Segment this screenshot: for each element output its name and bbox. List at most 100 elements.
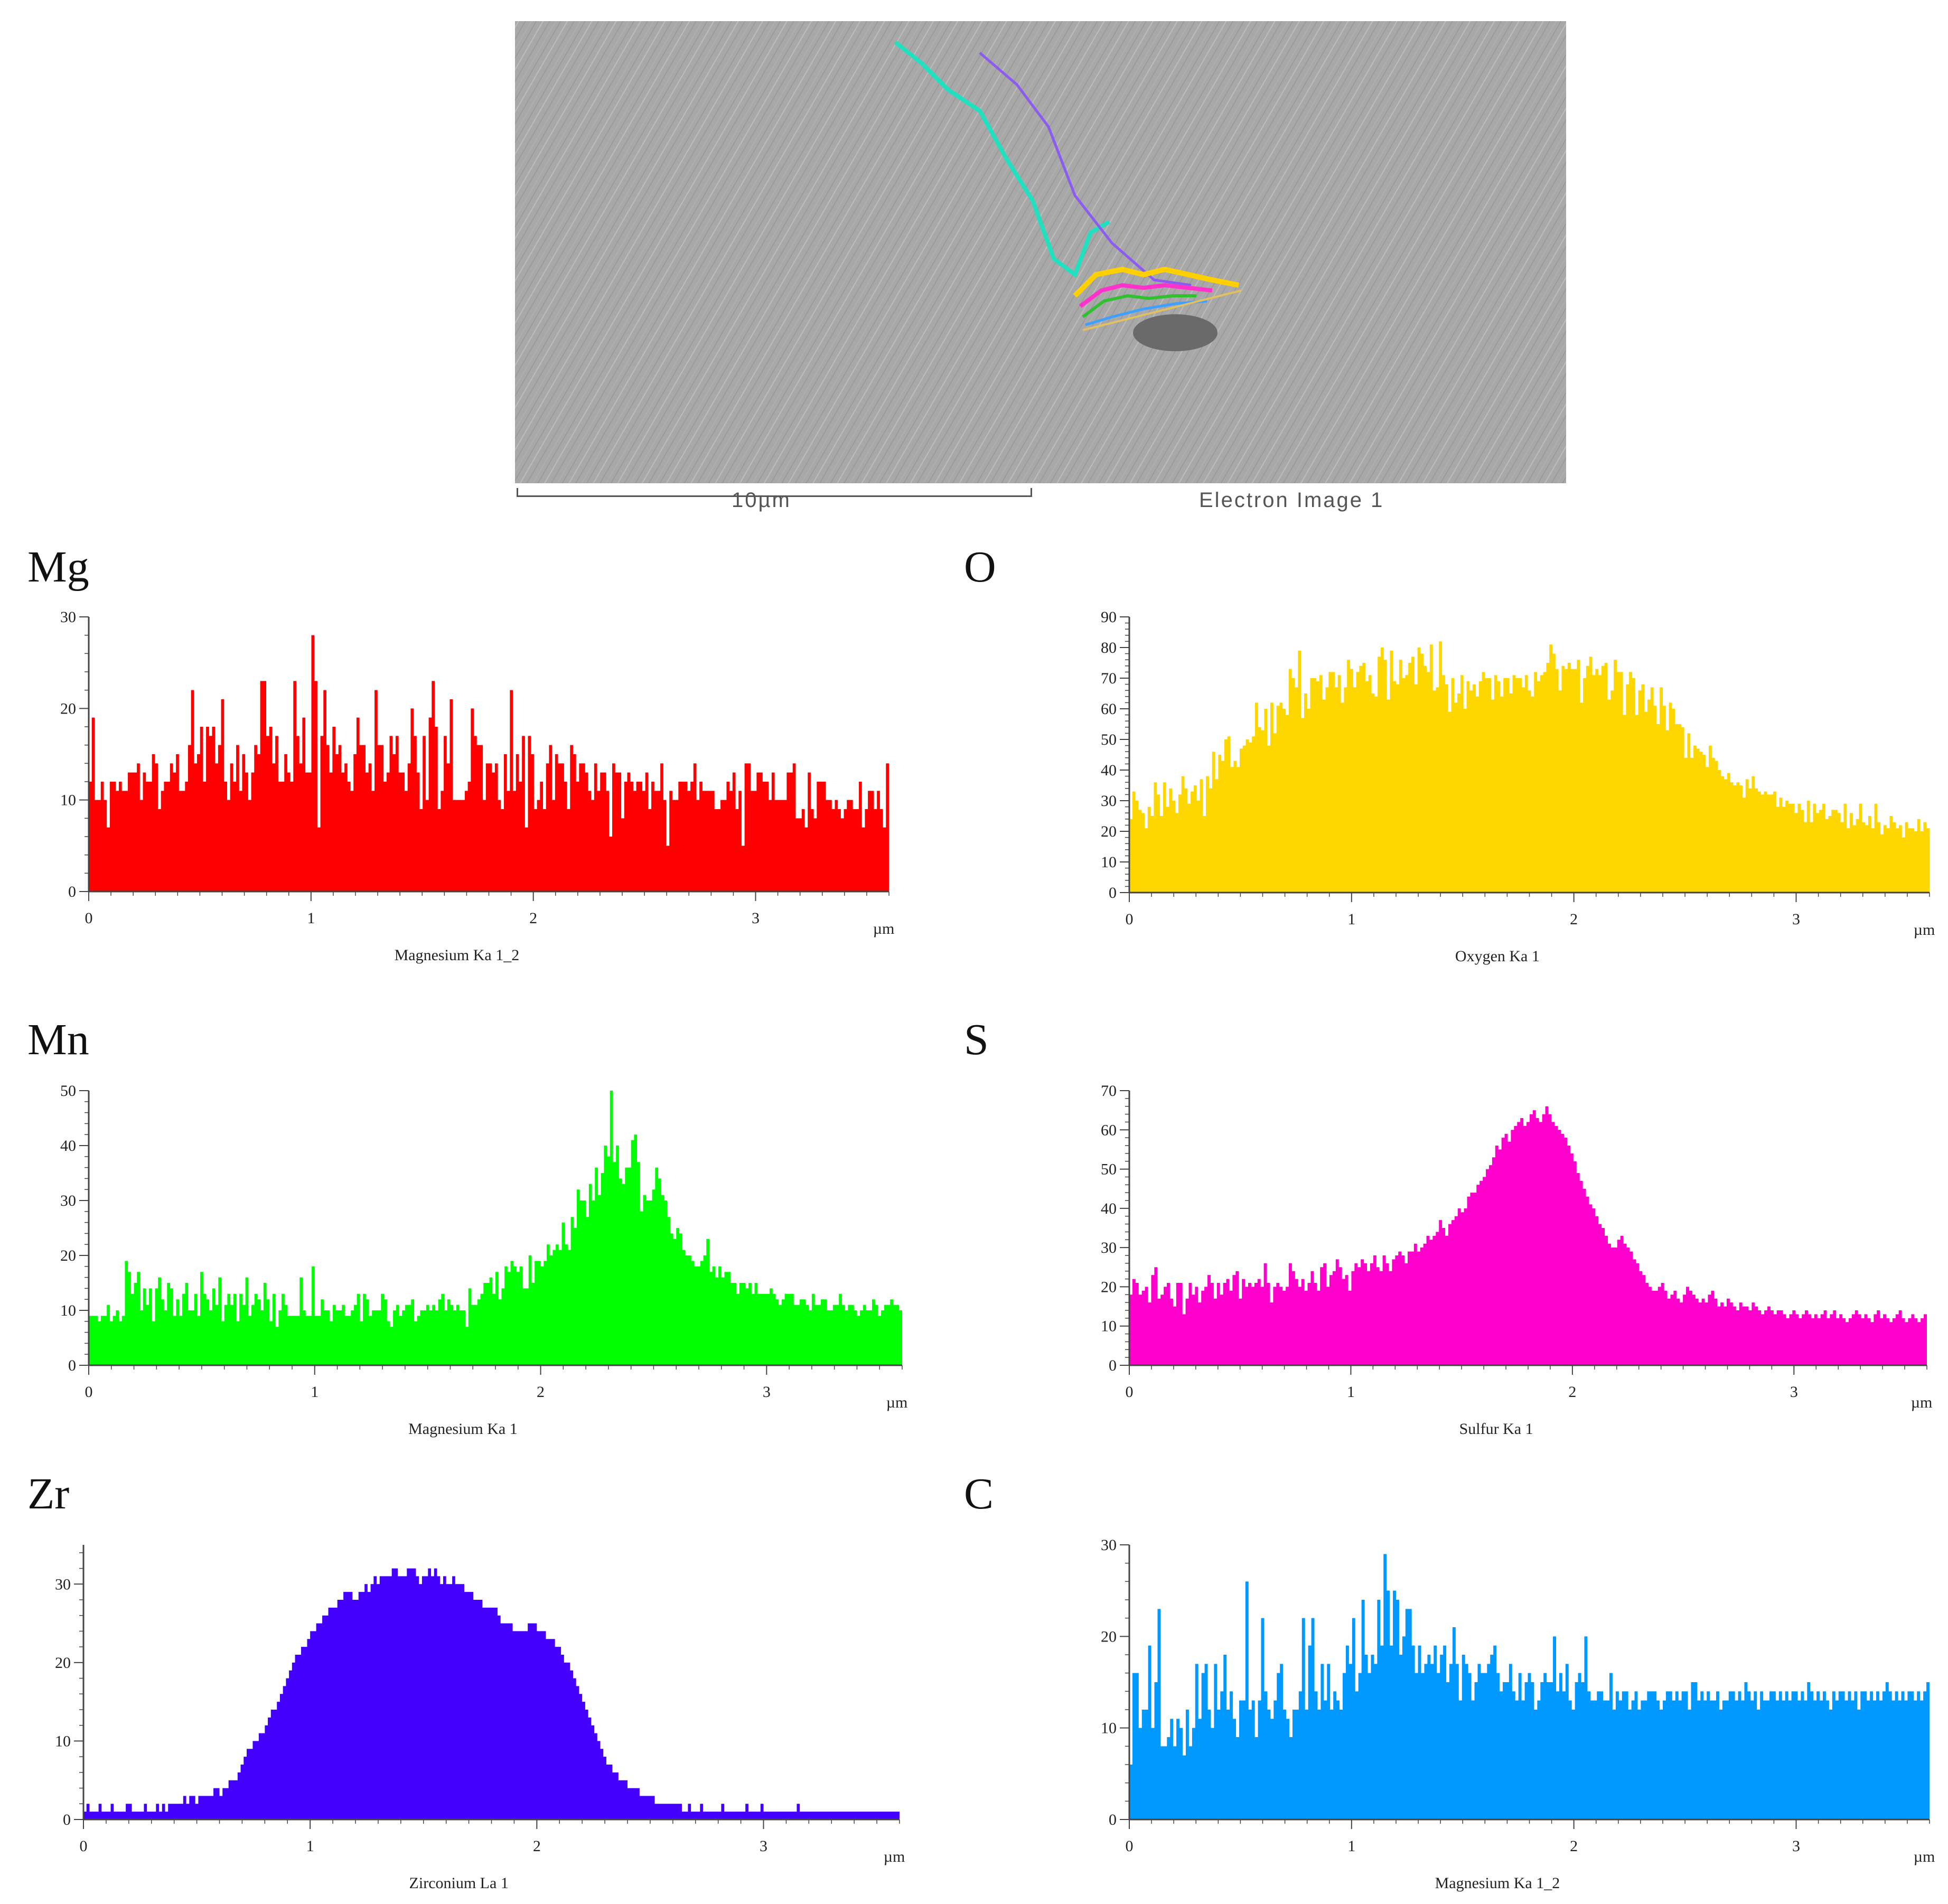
histogram-bar xyxy=(857,1812,860,1819)
histogram-bar xyxy=(1317,1291,1320,1365)
histogram-bar xyxy=(1780,798,1783,893)
histogram-bar xyxy=(1132,1673,1136,1819)
histogram-bar xyxy=(1714,1299,1717,1365)
histogram-bar xyxy=(604,1146,607,1365)
histogram-bar xyxy=(1412,1646,1415,1819)
histogram-bar xyxy=(691,1812,694,1819)
histogram-bar xyxy=(1154,782,1157,893)
histogram-bar xyxy=(811,809,814,892)
histogram-bar xyxy=(1258,1279,1261,1365)
histogram-bar xyxy=(1258,1701,1261,1819)
histogram-bar xyxy=(534,809,537,892)
histogram-bar xyxy=(631,1788,634,1819)
series-title: Zirconium La 1 xyxy=(409,1874,509,1892)
histogram-bar xyxy=(345,1316,348,1365)
histogram-bar xyxy=(1702,1299,1705,1365)
histogram-bar xyxy=(311,635,314,892)
histogram-bar xyxy=(694,1812,697,1819)
histogram-bar xyxy=(301,1647,304,1819)
histogram-bar xyxy=(1660,1710,1663,1819)
histogram-bar xyxy=(125,1261,128,1365)
y-tick-label: 10 xyxy=(60,1302,76,1319)
x-tick-label: 1 xyxy=(306,1837,314,1855)
histogram-bar xyxy=(1296,1710,1299,1819)
histogram-bar xyxy=(826,800,829,892)
histogram-bar xyxy=(1384,660,1387,893)
histogram-bar xyxy=(471,1305,474,1365)
histogram-bar xyxy=(1682,1691,1685,1819)
histogram-bar xyxy=(372,1310,375,1365)
histogram-bar xyxy=(255,1294,258,1365)
histogram-bar xyxy=(1644,712,1647,893)
histogram-bar xyxy=(1868,816,1871,893)
histogram-bar xyxy=(1283,1710,1286,1819)
histogram-bar xyxy=(745,1288,748,1365)
histogram-bar xyxy=(212,727,216,892)
histogram-bar xyxy=(1923,1691,1926,1819)
histogram-bar xyxy=(1273,1287,1276,1365)
histogram-bar xyxy=(410,1569,413,1819)
histogram-bar xyxy=(1369,675,1372,893)
histogram-bar xyxy=(1383,1255,1386,1365)
histogram-bar xyxy=(603,1757,606,1819)
histogram-bar xyxy=(1340,1710,1343,1819)
histogram-bar xyxy=(131,773,134,892)
histogram-bar xyxy=(1764,792,1767,893)
histogram-bar xyxy=(770,1288,773,1365)
histogram-bar xyxy=(201,1796,204,1819)
histogram-bar xyxy=(414,1321,417,1365)
histogram-bar xyxy=(1362,663,1365,893)
histogram-bar xyxy=(1508,1142,1511,1365)
histogram-bar xyxy=(1395,1255,1398,1365)
histogram-bar xyxy=(1462,1655,1465,1819)
histogram-bar xyxy=(135,1812,138,1819)
histogram-bar xyxy=(1525,1682,1528,1819)
histogram-bar xyxy=(1396,684,1399,893)
histogram-bar xyxy=(1820,1701,1823,1819)
histogram-bar xyxy=(1323,1263,1326,1365)
histogram-bar xyxy=(1279,702,1282,893)
histogram-bar xyxy=(1550,1682,1553,1819)
histogram-bar xyxy=(681,782,685,892)
histogram-bar xyxy=(1198,1302,1201,1365)
histogram-bar xyxy=(432,681,435,892)
histogram-bar xyxy=(1672,709,1675,893)
histogram-bar xyxy=(1842,1691,1845,1819)
histogram-bar xyxy=(453,1310,456,1365)
histogram-bar xyxy=(1136,801,1139,893)
histogram-bar xyxy=(128,773,131,892)
histogram-bar xyxy=(1456,1664,1459,1819)
histogram-bar xyxy=(561,763,564,892)
histogram-bar xyxy=(248,800,251,892)
histogram-bar xyxy=(624,1780,628,1819)
histogram-bar xyxy=(185,782,188,892)
histogram-bar xyxy=(1825,819,1829,893)
histogram-bar xyxy=(1387,700,1390,893)
histogram-bar xyxy=(1429,1240,1432,1365)
histogram-bar xyxy=(1647,1691,1650,1819)
histogram-bar xyxy=(1570,1153,1574,1365)
histogram-bar xyxy=(1734,785,1737,893)
series-title: Magnesium Ka 1_2 xyxy=(1435,1874,1560,1892)
histogram-bar xyxy=(396,1305,399,1365)
histogram-bar xyxy=(658,1178,661,1365)
histogram-bar xyxy=(305,773,308,892)
histogram-bar xyxy=(492,1294,495,1365)
histogram-bar xyxy=(1746,1307,1749,1365)
histogram-bar xyxy=(1838,813,1841,893)
histogram-bar xyxy=(765,782,769,892)
histogram-bar xyxy=(1679,1701,1682,1819)
histogram-bar xyxy=(742,846,745,892)
histogram-bar xyxy=(1240,748,1243,893)
histogram-bar xyxy=(1877,1310,1880,1365)
histogram-bar xyxy=(1427,1655,1430,1819)
histogram-bar xyxy=(449,1584,452,1819)
histogram-bar xyxy=(1754,1691,1757,1819)
histogram-bar xyxy=(595,1168,598,1365)
histogram-bar xyxy=(92,1316,95,1365)
histogram-bar xyxy=(1752,1302,1755,1365)
histogram-bar xyxy=(1583,1189,1586,1365)
histogram-bar xyxy=(284,754,287,892)
histogram-bar xyxy=(1420,654,1423,893)
histogram-bar xyxy=(633,1788,636,1819)
